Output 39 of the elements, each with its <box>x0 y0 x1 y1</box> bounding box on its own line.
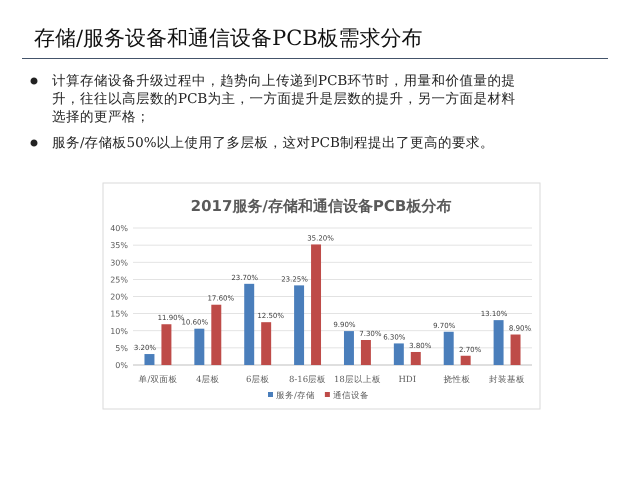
bar <box>444 332 454 365</box>
bar <box>394 343 404 365</box>
text: 服务/存储板50%以上使用了多层板，这对PCB制程提出了更高的要求。 <box>51 134 495 152</box>
y-tick-label: 0% <box>115 361 128 370</box>
bar <box>360 340 371 365</box>
bar <box>261 322 272 365</box>
x-tick-label: 4层板 <box>196 374 220 385</box>
text: 计算存储设备升级过程中，趋势向上传递到PCB环节时，用量和价值量的提升，往往以高层数的PCB为主，一方面提升是层数的提升，另一方面是材料选择的更严格； <box>51 72 516 126</box>
bar <box>144 354 154 365</box>
x-tick-label: 6层板 <box>246 374 270 385</box>
bar <box>494 320 504 365</box>
x-tick-label: 单/双面板 <box>138 374 178 385</box>
bar <box>294 285 304 365</box>
bar <box>410 352 421 365</box>
y-tick-label: 40% <box>110 224 128 233</box>
bar <box>311 244 322 365</box>
x-tick-label: HDI <box>398 375 416 385</box>
slide-heading: 存储/服务设备和通信设备PCB板需求分布 <box>34 25 423 52</box>
bar <box>510 334 521 365</box>
bar <box>244 284 254 365</box>
legend-label: 通信设备 <box>332 390 369 401</box>
x-tick-label: 封装基板 <box>489 374 526 385</box>
x-tick-label: 挠性板 <box>444 374 471 385</box>
legend-label: 服务/存储 <box>276 390 315 401</box>
x-tick-label: 18层以上板 <box>334 374 381 385</box>
bar <box>344 331 354 365</box>
y-tick-label: 5% <box>115 344 128 353</box>
y-tick-label: 20% <box>110 292 128 302</box>
bar <box>161 324 172 365</box>
x-tick-label: 8-16层板 <box>289 374 326 385</box>
y-tick-label: 35% <box>110 241 128 250</box>
y-tick-label: 25% <box>110 275 128 284</box>
y-tick-label: 30% <box>110 258 128 268</box>
bar <box>460 356 471 365</box>
bar <box>194 328 204 365</box>
y-tick-label: 15% <box>110 310 128 319</box>
y-tick-label: 10% <box>110 326 128 336</box>
bar <box>211 304 222 365</box>
chart-title: 2017服务/存储和通信设备PCB板分布 <box>190 197 452 215</box>
